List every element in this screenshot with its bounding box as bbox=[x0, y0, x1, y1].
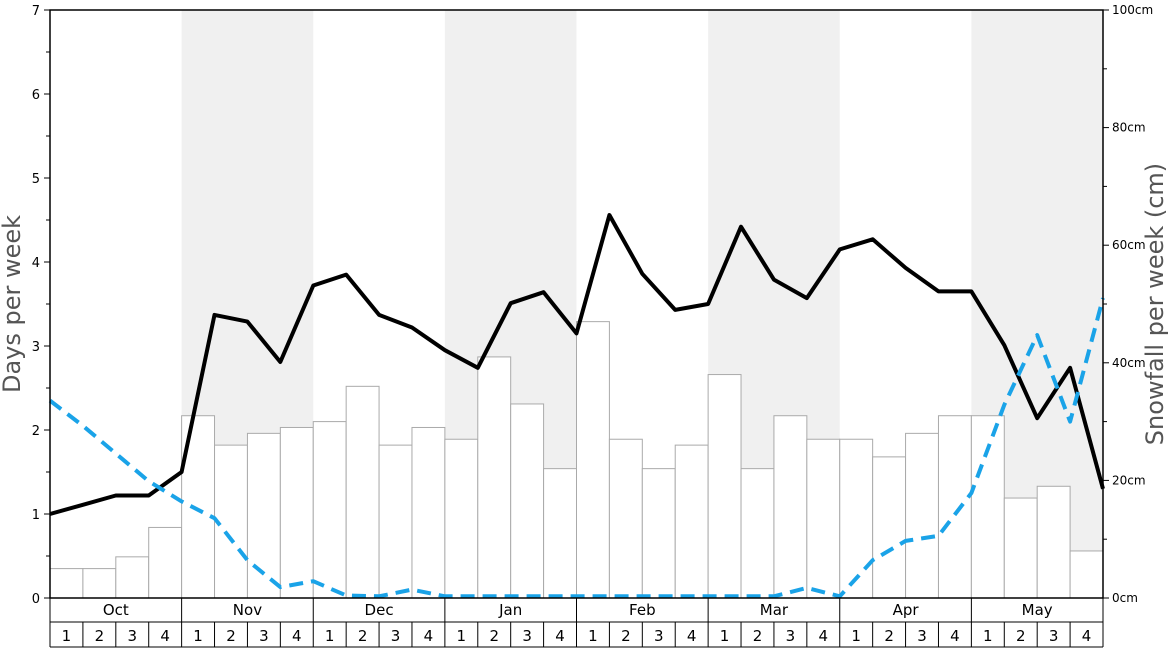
snowfall-bar bbox=[806, 438, 841, 599]
left-tick-label: 0 bbox=[32, 592, 40, 607]
snowfall-bar bbox=[148, 526, 183, 599]
week-label: 2 bbox=[621, 627, 631, 645]
left-tick-label: 6 bbox=[32, 88, 40, 103]
left-tick-label: 4 bbox=[32, 256, 40, 271]
y-axis-label-right: Snowfall per week (cm) bbox=[1141, 163, 1168, 445]
series-lines bbox=[48, 213, 1105, 599]
snowfall-bar bbox=[312, 421, 347, 599]
month-label: Oct bbox=[103, 601, 129, 619]
week-label: 1 bbox=[62, 627, 72, 645]
snowfall-bar bbox=[641, 468, 676, 599]
right-tick-label: 80cm bbox=[1112, 121, 1146, 135]
week-label: 3 bbox=[786, 627, 796, 645]
snowfall-bar bbox=[839, 438, 874, 599]
left-tick-label: 7 bbox=[32, 4, 40, 19]
snowfall-bar bbox=[1036, 485, 1071, 599]
snowfall-bar bbox=[444, 438, 479, 599]
snowfall-bar bbox=[378, 444, 413, 599]
snowfall-bar bbox=[543, 468, 577, 599]
snowfall-bar bbox=[872, 456, 907, 599]
week-label: 3 bbox=[654, 627, 664, 645]
week-label: 3 bbox=[522, 627, 532, 645]
week-label: 2 bbox=[226, 627, 236, 645]
week-label: 2 bbox=[489, 627, 499, 645]
month-label: Feb bbox=[629, 601, 656, 619]
right-tick-label: 40cm bbox=[1112, 356, 1146, 370]
right-tick-label: 20cm bbox=[1112, 473, 1146, 487]
snowfall-bar bbox=[1069, 550, 1104, 599]
month-label: Nov bbox=[233, 601, 262, 619]
month-axis: Oct 1 2 3 4 Nov 1 2 3 4 Dec 1 2 3 4 Jan 1 2 3 4 Feb 1 2 3 4 Mar 1 2… bbox=[49, 598, 1104, 648]
week-label: 4 bbox=[819, 627, 829, 645]
left-tick-label: 3 bbox=[32, 340, 40, 355]
week-label: 1 bbox=[851, 627, 861, 645]
week-label: 3 bbox=[1049, 627, 1059, 645]
right-ticks: 0cm 20cm 40cm 60cm 80cm 100cm bbox=[1103, 3, 1153, 605]
week-label: 1 bbox=[325, 627, 335, 645]
month-label: Dec bbox=[365, 601, 394, 619]
snowfall-bar bbox=[510, 403, 545, 599]
week-label: 1 bbox=[457, 627, 467, 645]
snowfall-bar bbox=[411, 426, 446, 599]
week-label: 1 bbox=[193, 627, 203, 645]
snowfall-bar bbox=[345, 385, 380, 599]
month-label: Apr bbox=[893, 601, 920, 619]
snowfall-bar bbox=[477, 356, 512, 599]
snowfall-bar bbox=[49, 568, 84, 599]
snowfall-bar bbox=[576, 321, 610, 599]
snowfall-bar bbox=[905, 432, 939, 599]
month-label: Mar bbox=[760, 601, 789, 619]
week-label: 2 bbox=[95, 627, 105, 645]
week-label: 3 bbox=[127, 627, 137, 645]
week-label: 1 bbox=[588, 627, 598, 645]
snowfall-bar bbox=[937, 415, 972, 599]
snowfall-bar bbox=[1003, 497, 1038, 599]
week-label: 2 bbox=[1016, 627, 1026, 645]
week-label: 4 bbox=[424, 627, 434, 645]
dashed-series-line bbox=[48, 297, 1105, 599]
week-label: 2 bbox=[884, 627, 894, 645]
week-label: 3 bbox=[391, 627, 401, 645]
right-tick-label: 100cm bbox=[1112, 3, 1153, 17]
snowfall-bar bbox=[970, 415, 1005, 599]
snowfall-bar bbox=[674, 444, 709, 599]
snowfall-bar bbox=[82, 568, 117, 599]
week-label: 4 bbox=[950, 627, 960, 645]
left-tick-label: 1 bbox=[32, 508, 40, 523]
week-label: 3 bbox=[259, 627, 269, 645]
week-label: 2 bbox=[358, 627, 368, 645]
week-label: 4 bbox=[292, 627, 302, 645]
snowfall-bar bbox=[279, 426, 314, 599]
week-label: 4 bbox=[687, 627, 697, 645]
right-tick-label: 60cm bbox=[1112, 238, 1146, 252]
snowfall-bar bbox=[740, 468, 775, 599]
week-label: 1 bbox=[983, 627, 993, 645]
snowfall-bar bbox=[115, 556, 150, 599]
left-tick-label: 5 bbox=[32, 172, 40, 187]
week-label: 3 bbox=[917, 627, 927, 645]
right-tick-label: 0cm bbox=[1112, 591, 1138, 605]
week-label: 4 bbox=[1082, 627, 1092, 645]
snowfall-bar bbox=[707, 374, 742, 599]
week-label: 4 bbox=[555, 627, 565, 645]
snowfall-bars bbox=[49, 321, 1104, 599]
snowfall-bar bbox=[608, 438, 643, 599]
y-axis-label-left: Days per week bbox=[0, 215, 26, 393]
snowfall-bar bbox=[246, 432, 281, 599]
week-label: 2 bbox=[753, 627, 763, 645]
snowfall-bar bbox=[773, 415, 808, 599]
left-ticks: 0 1 2 3 4 5 6 7 bbox=[32, 4, 50, 607]
week-label: 4 bbox=[160, 627, 170, 645]
solid-series-line bbox=[49, 213, 1105, 516]
week-label: 1 bbox=[720, 627, 730, 645]
month-label: Jan bbox=[498, 601, 522, 619]
left-tick-label: 2 bbox=[32, 424, 40, 439]
month-label: May bbox=[1022, 601, 1053, 619]
